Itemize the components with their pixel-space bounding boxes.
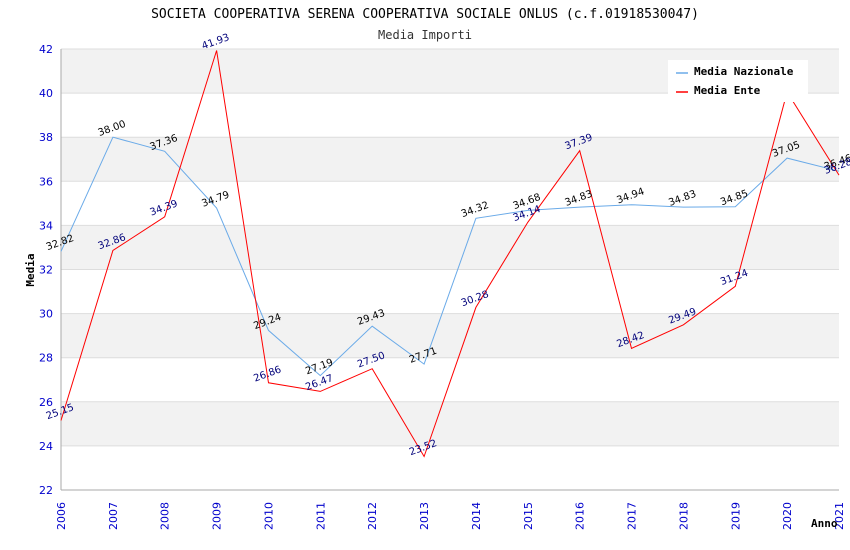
plot-band [61,137,839,182]
x-tick-labels: 2006 2007 2008 2009 2010 2011 2012 2013 2014 2015… [55,502,846,530]
plot-band [61,313,839,358]
x-tick-label: 2007 [107,502,120,530]
x-tick-label: 2008 [159,502,172,530]
chart-title: SOCIETA COOPERATIVA SERENA COOPERATIVA S… [151,7,699,22]
y-tick-label: 24 [39,440,53,453]
x-tick-label: 2014 [470,502,483,530]
x-tick-label: 2012 [366,502,379,530]
x-tick-label: 2010 [262,502,275,530]
y-tick-label: 22 [39,484,53,497]
x-tick-label: 2019 [729,502,742,530]
series-line-media-nazionale [60,136,840,377]
series-lines [60,50,840,458]
y-tick-label: 30 [39,308,53,321]
y-tick-label: 34 [39,219,53,232]
plot-band [61,225,839,270]
x-tick-label: 2011 [314,502,327,530]
y-tick-label: 26 [39,396,53,409]
x-tick-label: 2015 [522,502,535,530]
y-tick-labels: 22 24 26 28 30 32 34 36 38 40 42 [39,43,53,497]
y-tick-label: 38 [39,131,53,144]
y-tick-label: 32 [39,264,53,277]
y-tick-label: 28 [39,352,53,365]
x-tick-label: 2017 [626,502,639,530]
chart-subtitle: Media Importi [378,28,472,42]
y-tick-label: 42 [39,43,53,56]
plot-band [61,445,839,490]
legend-label-media-ente: Media Ente [694,84,761,97]
x-axis-label: Anno [811,517,838,530]
legend-box [668,60,808,102]
x-tick-label: 2021 [833,502,846,530]
y-axis-label: Media [24,253,37,286]
x-tick-label: 2009 [211,502,224,530]
legend: Media Nazionale Media Ente [668,60,808,102]
x-tick-label: 2020 [781,502,794,530]
plot-band [61,181,839,226]
series-line-media-ente [60,50,840,458]
x-tick-label: 2006 [55,502,68,530]
y-tick-label: 36 [39,175,53,188]
x-tick-label: 2016 [574,502,587,530]
plot-band [61,357,839,402]
plot-band [61,401,839,446]
legend-label-media-nazionale: Media Nazionale [694,65,794,78]
x-tick-label: 2018 [677,502,690,530]
y-tick-label: 40 [39,87,53,100]
x-tick-label: 2013 [418,502,431,530]
